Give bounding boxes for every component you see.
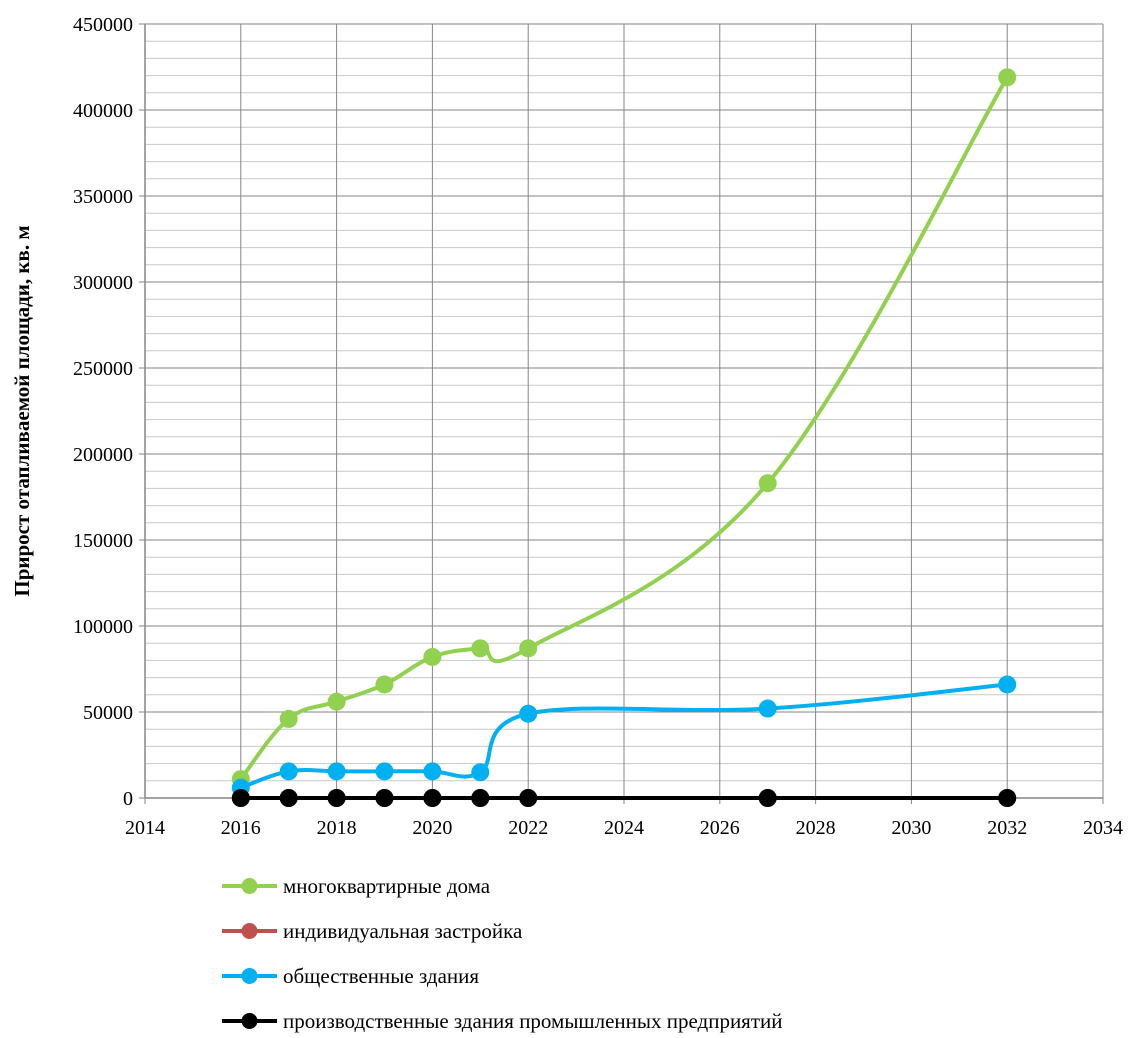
data-point [471, 763, 490, 782]
legend-label: производственные здания промышленных пре… [283, 1009, 783, 1033]
data-point [998, 789, 1017, 807]
grid-layer [144, 23, 1104, 799]
axes-layer: 0 50000 100000 150000 200000 250000 300000 3500… [73, 14, 1123, 839]
data-point [998, 68, 1017, 87]
data-point [327, 762, 346, 781]
y-tick-label: 300000 [73, 272, 133, 294]
y-tick-label: 100000 [73, 616, 133, 638]
y-tick-label: 350000 [73, 186, 133, 208]
legend-swatch-marker [241, 923, 258, 939]
data-point [279, 709, 298, 728]
data-point [758, 789, 777, 807]
legend-label: общественные здания [283, 964, 479, 988]
legend-item: индивидуальная застройка [222, 919, 523, 943]
data-point [375, 762, 394, 781]
data-point [998, 675, 1017, 694]
legend-item: производственные здания промышленных пре… [222, 1009, 783, 1033]
legend-label: индивидуальная застройка [283, 919, 523, 943]
y-tick-label: 450000 [73, 14, 133, 36]
data-point [423, 647, 442, 666]
y-tick-label: 150000 [73, 530, 133, 552]
x-tick-label: 2026 [700, 817, 740, 839]
series-0 [231, 68, 1017, 789]
legend: многоквартирные дома индивидуальная застр… [222, 874, 783, 1033]
data-point [231, 789, 250, 807]
x-tick-label: 2030 [891, 817, 931, 839]
x-tick-label: 2016 [221, 817, 261, 839]
x-tick-label: 2032 [987, 817, 1027, 839]
x-tick-label: 2014 [125, 817, 165, 839]
x-tick-label: 2020 [412, 817, 452, 839]
data-point [279, 789, 298, 807]
data-point [375, 675, 394, 694]
data-point [519, 789, 538, 807]
series-layer [231, 68, 1017, 807]
x-tick-label: 2024 [604, 817, 644, 839]
data-point [327, 789, 346, 807]
x-tick-label: 2028 [796, 817, 836, 839]
legend-swatch-marker [241, 1013, 258, 1029]
y-tick-label: 400000 [73, 100, 133, 122]
data-point [519, 639, 538, 658]
x-tick-label: 2022 [508, 817, 548, 839]
y-tick-label: 250000 [73, 358, 133, 380]
series-3 [231, 789, 1017, 807]
data-point [279, 762, 298, 781]
x-tick-label: 2034 [1083, 817, 1123, 839]
y-axis-label: Прирост отапливаемой площади, кв. м [10, 225, 34, 596]
series-2 [231, 675, 1017, 797]
y-tick-label: 0 [123, 788, 133, 810]
x-tick-label: 2018 [317, 817, 357, 839]
data-point [423, 789, 442, 807]
data-point [758, 699, 777, 718]
data-point [471, 639, 490, 658]
legend-label: многоквартирные дома [283, 874, 491, 898]
data-point [519, 704, 538, 723]
data-point [375, 789, 394, 807]
y-tick-label: 200000 [73, 444, 133, 466]
data-point [423, 762, 442, 781]
data-point [327, 692, 346, 711]
legend-swatch-marker [241, 968, 258, 984]
legend-swatch-marker [241, 878, 258, 894]
legend-item: общественные здания [222, 964, 479, 988]
data-point [471, 789, 490, 807]
y-tick-label: 50000 [83, 702, 133, 724]
data-point [758, 474, 777, 493]
legend-item: многоквартирные дома [222, 874, 491, 898]
